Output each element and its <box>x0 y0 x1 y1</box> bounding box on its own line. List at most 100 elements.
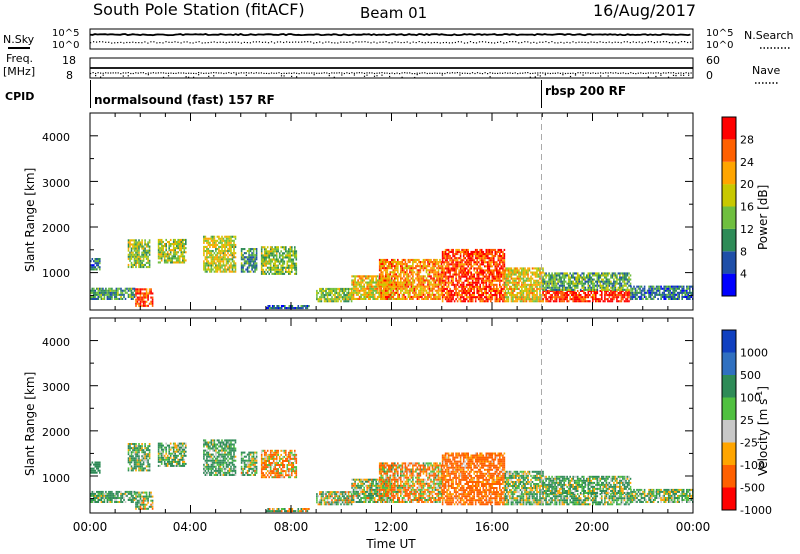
power-cell <box>388 277 390 280</box>
power-cell <box>404 295 407 298</box>
power-cell <box>434 297 437 300</box>
power-cell <box>497 287 500 290</box>
power-cell <box>515 281 517 284</box>
noise-search-dot <box>433 41 435 44</box>
noise-search-dot <box>412 41 414 43</box>
power-cell <box>382 263 384 266</box>
power-cell <box>499 281 501 284</box>
power-cell <box>428 263 431 266</box>
power-cell <box>601 292 603 295</box>
power-cell <box>502 289 504 292</box>
power-cell <box>440 291 443 294</box>
power-cell <box>479 287 481 290</box>
power-cell <box>487 298 489 301</box>
power-cell <box>413 291 416 294</box>
power-cell <box>625 278 627 281</box>
power-cell <box>657 287 659 290</box>
power-cell <box>364 287 367 290</box>
power-cell <box>243 248 246 251</box>
power-cell <box>129 293 131 296</box>
power-cell <box>145 255 148 258</box>
power-cell <box>269 258 272 261</box>
nave-dot <box>333 76 335 78</box>
power-cell <box>120 291 122 294</box>
power-cell <box>576 296 579 299</box>
power-cell <box>686 287 688 290</box>
power-cell <box>389 277 391 280</box>
power-cell <box>382 289 384 292</box>
power-cell <box>375 283 377 286</box>
noise-search-dot <box>680 41 683 43</box>
power-cell <box>672 297 674 300</box>
power-cell <box>144 241 146 244</box>
power-cell <box>132 239 134 242</box>
power-cell <box>610 282 612 285</box>
power-cell <box>608 292 611 295</box>
power-cell <box>233 248 235 251</box>
power-cell <box>581 280 583 283</box>
nave-dot <box>615 72 617 74</box>
power-cell <box>225 268 228 271</box>
power-cell <box>455 257 457 260</box>
power-cell <box>267 305 269 308</box>
power-cell <box>488 253 491 256</box>
power-cell <box>115 289 118 292</box>
nave-dot <box>670 72 672 74</box>
power-cell <box>389 287 391 290</box>
power-cell <box>649 289 652 292</box>
power-cell <box>462 257 465 260</box>
power-cell <box>611 282 614 285</box>
power-cell <box>385 287 387 290</box>
nave-dot <box>662 72 665 74</box>
power-cell <box>537 273 540 276</box>
power-cell <box>212 256 214 259</box>
power-cell <box>285 254 287 257</box>
power-cell <box>474 255 477 258</box>
power-cell <box>133 263 136 266</box>
power-cell <box>387 291 390 294</box>
power-cell <box>419 283 422 286</box>
power-cell <box>255 268 258 271</box>
power-cell <box>512 287 514 290</box>
power-cell <box>557 282 559 285</box>
nave-dot <box>404 72 406 74</box>
noise-search-dot <box>144 41 146 43</box>
power-cell <box>596 298 599 301</box>
power-cell <box>564 276 567 279</box>
power-cell <box>628 278 630 281</box>
power-cell <box>319 287 321 290</box>
noise-search-dot <box>439 42 441 44</box>
nave-dot <box>107 72 109 74</box>
power-cell <box>581 289 583 292</box>
nave-dot <box>411 73 413 75</box>
power-cell <box>503 261 506 264</box>
power-cell <box>295 272 298 275</box>
power-cell <box>521 289 523 292</box>
power-cell <box>482 275 485 278</box>
power-cell <box>372 281 374 284</box>
noise-search-dot <box>298 41 300 43</box>
power-cell <box>136 261 139 264</box>
power-cell <box>294 266 296 269</box>
power-cell <box>504 281 507 284</box>
power-cell <box>90 260 92 263</box>
power-cell <box>262 270 264 273</box>
power-cell <box>397 293 399 296</box>
power-cell <box>539 275 541 278</box>
power-cell <box>482 269 485 272</box>
power-cell <box>491 279 494 282</box>
power-cell <box>467 273 469 276</box>
power-cell <box>443 289 445 292</box>
power-cell <box>367 277 370 280</box>
power-cell <box>386 283 389 286</box>
power-cell <box>530 298 532 301</box>
power-cell <box>392 273 395 276</box>
power-cell <box>447 248 450 251</box>
power-cell <box>283 262 286 265</box>
power-cell <box>270 307 272 310</box>
power-cell <box>468 259 471 262</box>
power-cell <box>474 248 477 251</box>
nave-dot <box>137 72 139 74</box>
power-cell <box>263 252 266 255</box>
power-cell <box>135 239 137 242</box>
